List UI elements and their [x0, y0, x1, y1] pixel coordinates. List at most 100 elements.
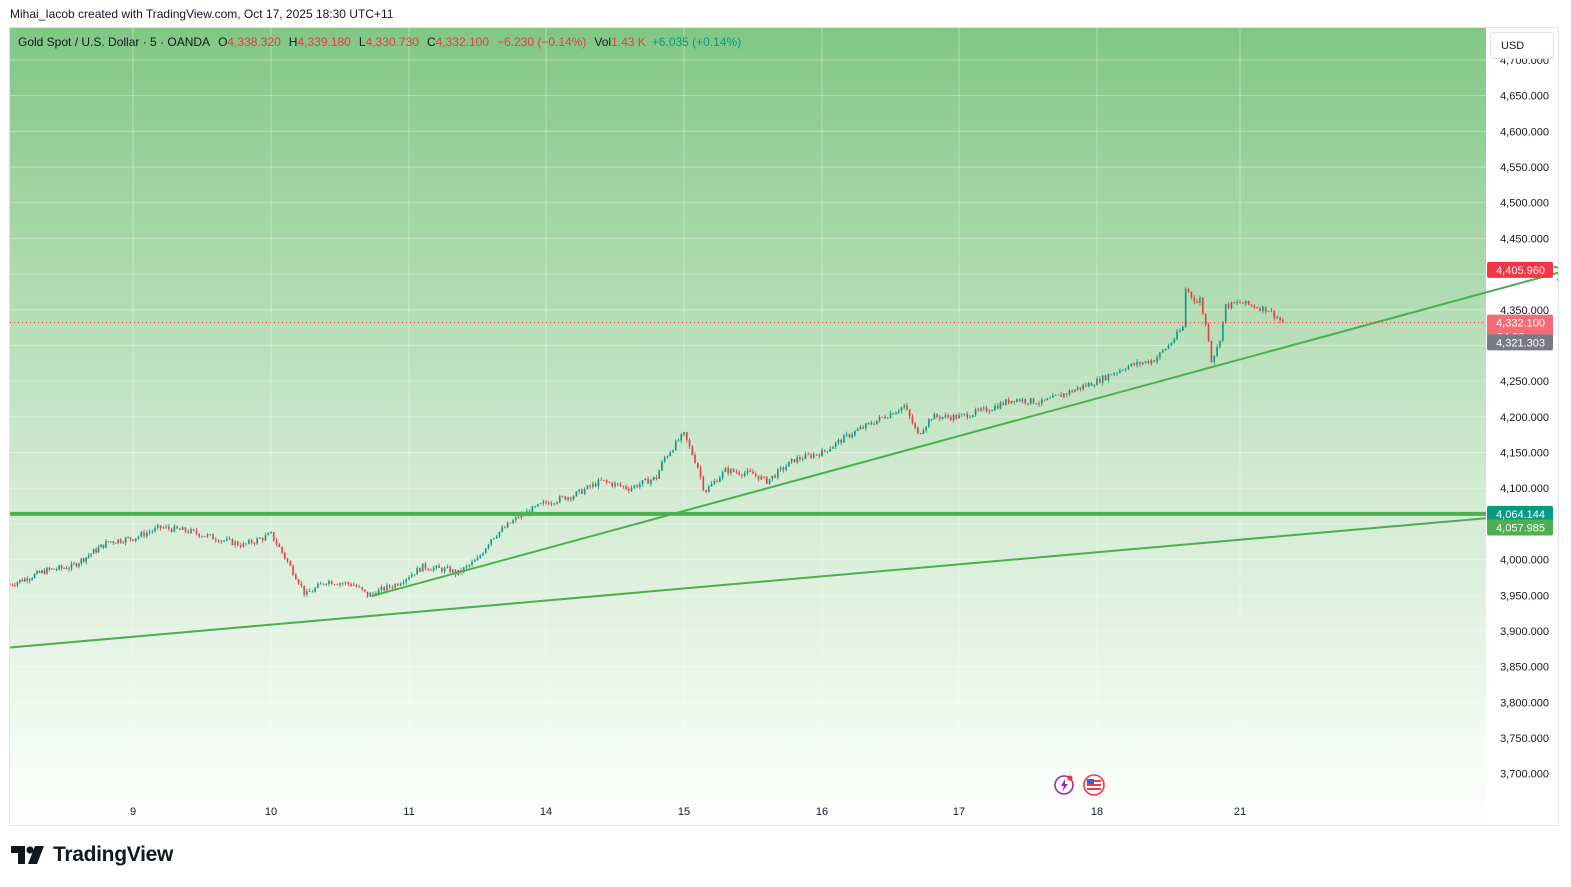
candle-body — [972, 415, 974, 417]
candle-body — [900, 407, 903, 412]
candle-body — [680, 434, 683, 441]
candle-body — [550, 503, 553, 505]
candle-body — [1099, 378, 1101, 383]
candle-body — [1116, 372, 1118, 374]
candle-body — [735, 471, 738, 473]
candle-body — [65, 568, 68, 570]
candle-body — [1113, 373, 1115, 376]
price-tick-label: 3,950.000 — [1500, 590, 1549, 602]
candle-body — [119, 539, 122, 543]
candle-body — [705, 489, 707, 492]
candle-body — [234, 541, 236, 546]
candle-body — [1213, 355, 1216, 362]
candle-body — [837, 439, 840, 443]
candle-body — [256, 538, 258, 544]
candle-body — [435, 565, 438, 568]
candle-body — [785, 466, 787, 470]
candle-body — [845, 434, 848, 436]
candle-body — [46, 567, 48, 574]
candle-body — [652, 476, 655, 480]
price-tick-label: 3,900.000 — [1500, 626, 1549, 638]
candle-body — [1273, 310, 1276, 318]
price-tick-label: 3,850.000 — [1500, 662, 1549, 674]
candle-body — [399, 583, 402, 586]
candle-body — [843, 435, 845, 443]
candle-body — [1204, 313, 1207, 325]
candle-body — [1127, 366, 1130, 370]
candle-body — [760, 476, 763, 480]
candle-body — [217, 540, 220, 542]
candle-body — [242, 543, 245, 547]
price-tick-label: 4,250.000 — [1500, 376, 1549, 388]
candle-body — [840, 439, 842, 443]
volume-label: Vol — [594, 35, 612, 49]
time-tick-label: 15 — [678, 806, 690, 818]
tradingview-brand[interactable]: TradingView — [11, 843, 173, 867]
candle-body — [636, 485, 638, 488]
support-upper-tag[interactable]: 4,064.144 — [1487, 505, 1553, 522]
candle-body — [92, 549, 95, 554]
candle-body — [779, 467, 782, 470]
chart-panel[interactable]: 4,700.000 4,650.000 4,600.000 4,550.000 4,50… — [9, 27, 1559, 826]
time-tick-label: 11 — [403, 806, 414, 818]
candle-body — [212, 534, 214, 540]
candle-body — [397, 584, 399, 586]
candle-body — [275, 540, 278, 545]
candle-body — [311, 591, 314, 593]
candle-body — [768, 478, 771, 484]
candle-body — [137, 536, 140, 539]
price-chart-svg[interactable]: 4,700.0004,650.0004,600.0004,550.0004,50… — [10, 28, 1559, 826]
currency-button[interactable]: USD — [1490, 32, 1554, 59]
target-price-tag[interactable]: 4,405.960 — [1487, 261, 1553, 278]
candle-body — [983, 407, 985, 409]
candle-body — [917, 427, 919, 433]
candle-body — [1233, 302, 1236, 304]
candle-body — [87, 555, 90, 558]
candle-body — [644, 478, 647, 481]
candle-body — [14, 585, 16, 587]
candle-body — [1282, 320, 1284, 323]
candle-body — [95, 549, 97, 553]
candle-body — [465, 565, 468, 568]
time-tick-label: 17 — [953, 806, 965, 818]
candle-body — [48, 567, 51, 570]
candle-body — [286, 558, 289, 562]
candle-body — [16, 582, 19, 586]
candle-body — [1057, 394, 1060, 396]
candle-body — [314, 587, 316, 592]
candle-body — [650, 479, 652, 484]
candle-body — [1104, 375, 1107, 381]
us-flag-icon[interactable] — [1083, 774, 1105, 796]
candle-body — [630, 487, 633, 491]
price-tick-label: 4,100.000 — [1500, 483, 1549, 495]
price-tick-label: 4,650.000 — [1500, 91, 1549, 103]
candle-body — [856, 429, 859, 432]
support-lower-tag[interactable]: 4,057.985 — [1487, 519, 1553, 536]
candle-body — [1096, 378, 1098, 386]
candle-body — [826, 450, 829, 452]
candle-body — [985, 407, 988, 412]
candle-body — [1041, 399, 1043, 404]
chart-background — [10, 28, 1486, 825]
candle-body — [245, 543, 247, 545]
candle-body — [344, 582, 347, 584]
candle-body — [531, 506, 534, 514]
symbol-title[interactable]: Gold Spot / U.S. Dollar · 5 · OANDA — [18, 35, 211, 49]
short-ascending-trendline-arrow — [371, 271, 1558, 597]
last-price-tag-text: 4,332.100 — [1496, 318, 1545, 330]
candle-body — [261, 538, 264, 541]
candles-group — [10, 287, 1284, 598]
candle-body — [1224, 304, 1227, 322]
candle-body — [713, 480, 716, 484]
candle-body — [26, 578, 29, 581]
mid-price-tag[interactable]: 4,321.303 — [1487, 334, 1553, 351]
candle-body — [380, 586, 383, 590]
candle-body — [752, 471, 754, 474]
candle-body — [386, 585, 388, 591]
candle-body — [63, 568, 65, 569]
candle-body — [162, 527, 165, 529]
candle-body — [663, 457, 666, 462]
candle-body — [600, 479, 602, 481]
price-tick-label: 4,550.000 — [1500, 162, 1549, 174]
price-tick-label: 4,450.000 — [1500, 233, 1549, 245]
